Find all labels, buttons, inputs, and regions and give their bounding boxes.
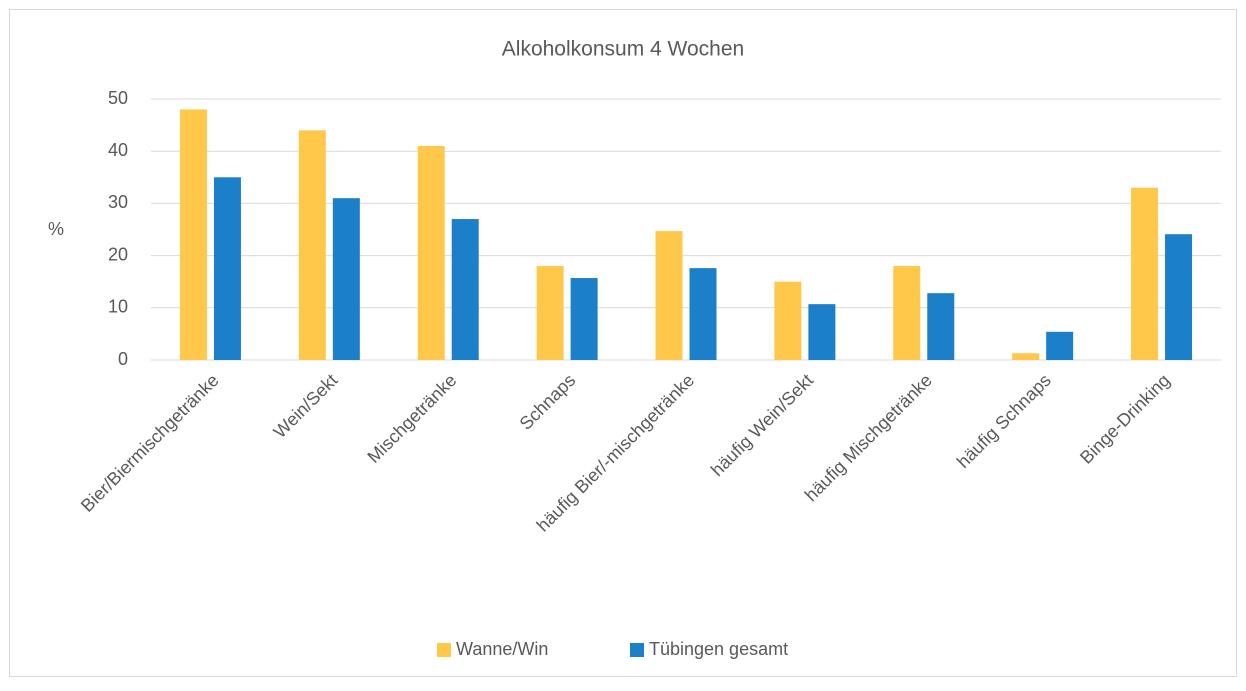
- y-tick-label: 50: [108, 88, 128, 108]
- y-tick-label: 10: [108, 297, 128, 317]
- bar: [417, 145, 445, 360]
- bar: [451, 219, 479, 360]
- y-tick-label: 20: [108, 244, 128, 264]
- bar: [536, 266, 564, 360]
- bar: [927, 293, 955, 360]
- legend-swatch: [630, 643, 644, 657]
- bar: [808, 304, 836, 360]
- y-tick-label: 30: [108, 192, 128, 212]
- bar: [1131, 187, 1159, 360]
- bar: [298, 130, 326, 360]
- bar: [332, 198, 360, 360]
- legend-label: Tübingen gesamt: [649, 639, 788, 659]
- legend-label: Wanne/Win: [456, 639, 548, 659]
- bar: [893, 266, 921, 360]
- bar: [1012, 353, 1040, 360]
- bar: [774, 281, 802, 360]
- bar: [1046, 331, 1074, 360]
- bar: [689, 268, 717, 360]
- bar: [179, 109, 207, 360]
- bar: [1165, 234, 1193, 360]
- y-tick-label: 0: [118, 349, 128, 369]
- legend-swatch: [437, 643, 451, 657]
- y-tick-label: 40: [108, 140, 128, 160]
- bar: [213, 177, 241, 360]
- chart-title: Alkoholkonsum 4 Wochen: [502, 38, 744, 61]
- bar: [570, 278, 598, 360]
- y-axis-label: %: [48, 219, 64, 239]
- bar: [655, 231, 683, 360]
